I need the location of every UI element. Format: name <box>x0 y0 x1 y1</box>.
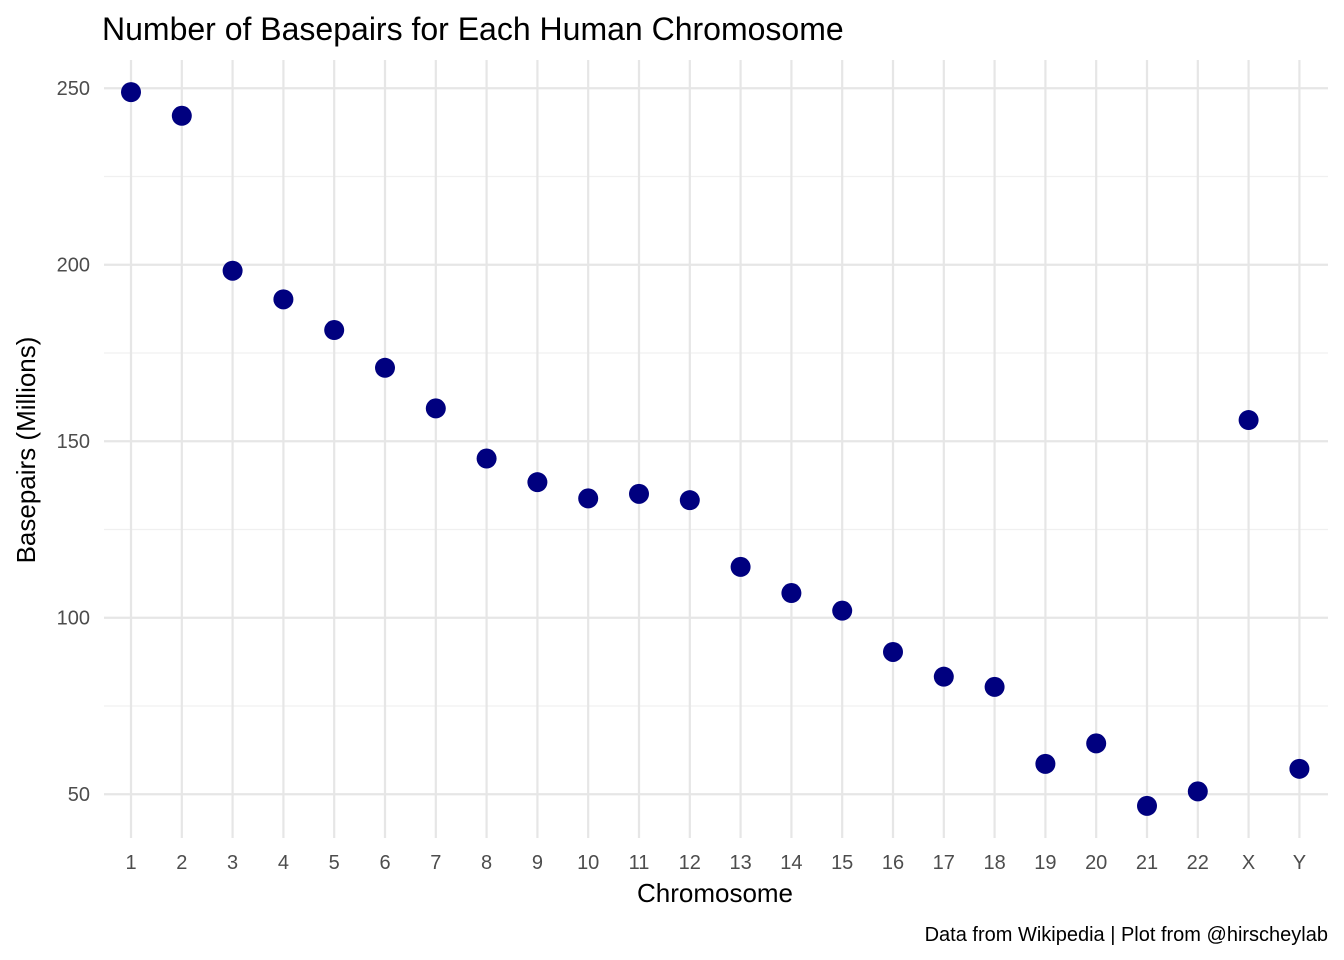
x-tick-label: 7 <box>430 852 441 874</box>
data-point <box>222 260 243 281</box>
x-tick-label: 16 <box>882 852 904 874</box>
x-tick-label: 10 <box>577 852 599 874</box>
y-tick-label: 250 <box>57 78 90 100</box>
x-tick-label: 22 <box>1187 852 1209 874</box>
x-tick-label: 20 <box>1085 852 1107 874</box>
data-point <box>984 676 1005 697</box>
data-point <box>121 82 141 103</box>
x-tick-label: 9 <box>532 852 543 874</box>
x-tick-label: 11 <box>629 852 650 874</box>
x-tick-label: 12 <box>679 852 701 874</box>
x-tick-label: 2 <box>176 852 187 874</box>
y-tick-label: 200 <box>57 255 90 277</box>
data-point <box>425 398 446 419</box>
x-tick-label: 6 <box>379 852 390 874</box>
x-tick-label: 4 <box>278 852 289 874</box>
x-tick-label: 1 <box>125 852 136 874</box>
data-point <box>527 472 548 493</box>
data-point <box>730 556 751 577</box>
chart-caption: Data from Wikipedia | Plot from @hirsche… <box>925 924 1328 946</box>
x-axis-title: Chromosome <box>637 878 793 908</box>
chart-title: Number of Basepairs for Each Human Chrom… <box>102 11 844 47</box>
y-tick-label: 150 <box>57 431 90 453</box>
x-tick-labels: 1 2 3 4 5 6 7 8 9 10 11 12 13 14 15 16 17 18 19 20 21 22 X Y <box>125 852 1306 874</box>
data-point <box>781 583 802 604</box>
x-tick-label: 14 <box>780 852 802 874</box>
x-tick-label: Y <box>1293 852 1306 874</box>
data-point <box>629 483 649 504</box>
data-point <box>933 666 954 687</box>
data-point <box>883 641 903 662</box>
x-tick-label: 13 <box>729 852 751 874</box>
data-points <box>121 82 1310 816</box>
data-point <box>273 289 294 310</box>
data-point <box>1035 753 1056 774</box>
data-point <box>578 488 599 509</box>
data-point <box>1086 733 1107 754</box>
data-point <box>679 490 700 511</box>
y-axis-title: Basepairs (Millions) <box>11 337 41 564</box>
x-tick-label: 5 <box>329 852 340 874</box>
data-point <box>324 320 345 341</box>
grid <box>104 60 1328 838</box>
data-point <box>476 448 497 469</box>
y-tick-label: 50 <box>68 784 90 806</box>
x-tick-label: 8 <box>481 852 492 874</box>
x-tick-label: 19 <box>1034 852 1056 874</box>
y-tick-label: 100 <box>57 608 90 630</box>
x-tick-label: 18 <box>983 852 1005 874</box>
y-tick-labels: 50 100 150 200 250 <box>57 78 90 806</box>
x-tick-label: 21 <box>1136 852 1158 874</box>
data-point <box>1137 795 1157 816</box>
data-point <box>375 357 395 378</box>
x-tick-label: 15 <box>831 852 853 874</box>
x-tick-label: 17 <box>933 852 955 874</box>
data-point <box>171 105 192 126</box>
data-point <box>1187 781 1208 802</box>
x-tick-label: X <box>1242 852 1255 874</box>
data-point <box>1289 758 1310 779</box>
x-tick-label: 3 <box>227 852 238 874</box>
data-point <box>832 600 853 621</box>
data-point <box>1238 410 1259 431</box>
